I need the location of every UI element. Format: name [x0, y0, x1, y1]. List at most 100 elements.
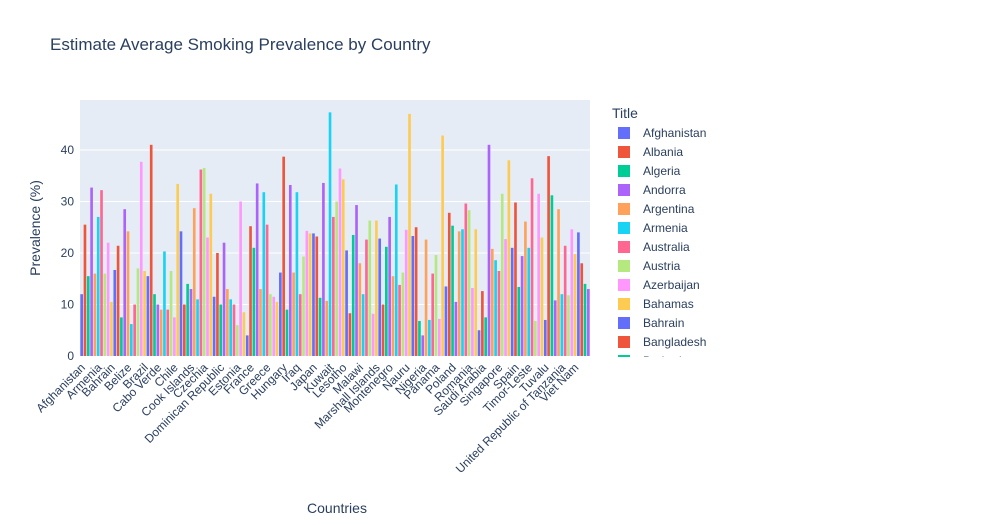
bar	[368, 220, 372, 356]
bar	[431, 273, 435, 356]
bar	[156, 304, 160, 356]
bar	[524, 221, 527, 356]
bar	[573, 254, 577, 356]
bar	[199, 169, 203, 356]
bar	[192, 208, 196, 356]
bar	[335, 201, 338, 356]
legend-label: Afghanistan	[643, 126, 706, 140]
bar	[550, 195, 554, 356]
legend-label: Bahamas	[643, 297, 694, 311]
bar	[464, 203, 468, 356]
bar	[232, 304, 236, 356]
bar	[136, 268, 140, 356]
bar	[146, 276, 150, 356]
bar	[305, 230, 309, 356]
bar	[86, 276, 90, 356]
bar	[487, 144, 491, 356]
legend-swatch	[618, 260, 630, 272]
bar	[497, 271, 501, 356]
bar	[143, 271, 146, 356]
bar	[365, 239, 368, 356]
bar	[358, 263, 362, 356]
bar	[378, 238, 382, 356]
bar	[504, 239, 507, 356]
legend-label: Azerbaijan	[643, 278, 700, 292]
bar	[269, 294, 272, 356]
legend-swatch	[618, 336, 630, 348]
bar	[534, 320, 537, 356]
bar	[100, 190, 103, 356]
bar	[547, 156, 550, 356]
bar	[371, 313, 375, 356]
bar	[481, 291, 484, 356]
bar	[414, 227, 418, 356]
bar	[434, 255, 438, 356]
bar	[239, 201, 242, 356]
bar	[163, 251, 166, 356]
bar	[328, 112, 332, 356]
bar	[139, 161, 143, 356]
legend-swatch	[618, 279, 630, 291]
bar	[543, 319, 547, 356]
bar	[457, 231, 461, 356]
bar	[553, 300, 557, 356]
bar	[341, 179, 345, 356]
bar	[206, 237, 209, 356]
bar	[298, 294, 302, 356]
legend-swatch	[618, 298, 630, 310]
bar	[510, 247, 514, 356]
bar	[229, 299, 233, 356]
bar	[83, 224, 87, 356]
bar	[361, 294, 365, 356]
legend-label: Albania	[643, 145, 683, 159]
bar	[169, 271, 173, 356]
y-tick-label: 40	[61, 143, 75, 157]
bar	[212, 296, 216, 356]
bar	[345, 250, 348, 356]
bar	[226, 289, 229, 356]
legend-swatch	[618, 222, 630, 234]
bar	[527, 247, 531, 356]
bar	[567, 295, 570, 356]
y-tick-label: 20	[61, 246, 75, 260]
bar	[560, 294, 564, 356]
y-tick-label: 10	[61, 297, 75, 311]
bar	[282, 156, 285, 356]
bar	[182, 304, 186, 356]
x-axis-title: Countries	[307, 500, 367, 516]
bar	[471, 288, 474, 356]
bar	[348, 313, 352, 356]
bar	[500, 193, 504, 356]
bar	[583, 283, 587, 356]
bar	[507, 160, 511, 356]
legend-title: Title	[612, 105, 638, 121]
legend-label: Barbados	[643, 354, 694, 368]
bar	[265, 224, 269, 356]
bar	[401, 272, 405, 356]
bar	[461, 229, 464, 356]
bar	[255, 183, 259, 356]
bar	[93, 273, 97, 356]
bar	[113, 269, 117, 356]
bar	[235, 325, 239, 356]
bar	[189, 289, 193, 356]
bar	[411, 235, 415, 356]
legend-swatch	[618, 127, 630, 139]
bar	[126, 231, 130, 356]
bar	[103, 273, 107, 356]
legend-label: Australia	[643, 240, 690, 254]
legend-swatch	[618, 317, 630, 329]
bar	[312, 233, 315, 356]
bar	[484, 317, 488, 356]
bar	[245, 335, 249, 356]
bar	[275, 301, 279, 356]
bar	[96, 216, 100, 356]
bar	[408, 113, 411, 357]
bar	[391, 276, 395, 356]
bar	[166, 309, 170, 356]
bar	[209, 193, 213, 356]
bar	[120, 317, 123, 356]
bar	[540, 237, 544, 356]
bar	[517, 286, 521, 356]
